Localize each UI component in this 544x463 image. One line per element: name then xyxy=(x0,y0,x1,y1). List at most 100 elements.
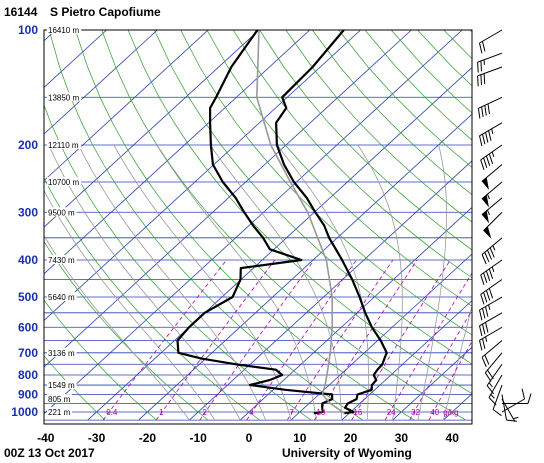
moist-adiabat-line xyxy=(209,144,343,421)
wind-barb xyxy=(483,211,503,239)
pressure-tick-label: 1000 xyxy=(11,405,38,419)
dry-adiabat-line xyxy=(285,30,472,223)
dry-adiabat-line xyxy=(417,30,472,87)
isotherm-line xyxy=(44,30,311,275)
height-label-bg xyxy=(47,177,82,186)
temperature-tick-label: 40 xyxy=(446,431,460,445)
sounding-trace xyxy=(275,30,388,415)
wind-barb xyxy=(477,66,503,87)
wind-barb xyxy=(479,326,503,351)
mixing-ratio-line xyxy=(199,259,315,421)
mixing-ratio-label: 32 xyxy=(411,408,420,417)
plot-frame xyxy=(43,29,473,425)
temperature-tick-label: -10 xyxy=(190,431,208,445)
wind-barb xyxy=(479,296,503,321)
height-label-bg xyxy=(47,347,77,357)
mixing-ratio-line xyxy=(286,259,394,421)
isotherm-line xyxy=(44,30,361,321)
sounding-trace xyxy=(255,30,345,414)
dry-adiabat-line xyxy=(523,30,544,420)
height-label: 9500 m xyxy=(48,208,75,217)
moist-adiabat-line xyxy=(44,234,190,421)
dry-adiabat-line xyxy=(443,30,472,60)
isotherm-line xyxy=(290,253,472,421)
pressure-tick-label: 600 xyxy=(18,320,38,334)
mixing-ratio-label: 24 xyxy=(387,408,396,417)
isotherm-line xyxy=(44,30,57,42)
mixing-ratio-line xyxy=(409,309,472,421)
height-label-bg xyxy=(47,92,82,102)
wind-barb xyxy=(481,340,503,367)
pressure-tick-label: 700 xyxy=(18,346,38,360)
mixing-ratio-line xyxy=(246,259,357,421)
wind-barb xyxy=(501,394,517,422)
isotherm-line xyxy=(87,67,472,421)
dry-adiabat-line xyxy=(259,30,472,251)
height-label-bg xyxy=(47,394,72,404)
height-label: 13850 m xyxy=(48,93,79,102)
wind-barb xyxy=(480,144,503,170)
temperature-tick-label: 10 xyxy=(293,431,307,445)
height-label: 221 m xyxy=(48,408,71,417)
isotherm-line xyxy=(44,30,209,182)
wind-barb xyxy=(501,393,532,404)
height-label: 3136 m xyxy=(48,349,75,358)
pressure-tick-label: 100 xyxy=(18,23,38,37)
temperature-tick-label: -40 xyxy=(37,431,55,445)
height-label: 12110 m xyxy=(48,141,79,150)
moist-adiabat-line xyxy=(276,144,369,421)
moist-adiabat-line xyxy=(443,303,472,421)
sounding-trace xyxy=(176,30,334,415)
moist-adiabat-line xyxy=(113,144,292,421)
wind-barb xyxy=(501,388,525,413)
isotherm-line xyxy=(0,30,5,420)
isotherm-line xyxy=(44,30,158,135)
isotherm-line xyxy=(443,393,472,421)
height-label-bg xyxy=(47,207,77,217)
dry-adiabat-line xyxy=(44,104,312,421)
mixing-ratio-line xyxy=(102,259,227,421)
height-label: 805 m xyxy=(48,395,71,404)
height-label: 5640 m xyxy=(48,293,75,302)
wind-barb xyxy=(479,312,503,337)
wind-barb xyxy=(480,279,503,305)
height-label: 7430 m xyxy=(48,256,75,265)
wind-barb xyxy=(477,52,503,73)
wind-barb xyxy=(481,164,503,190)
isotherm-line xyxy=(44,30,463,415)
dry-adiabat-line xyxy=(338,30,472,168)
mixing-ratio-line xyxy=(384,272,472,421)
moist-adiabat-line xyxy=(357,144,403,421)
dry-adiabat-line xyxy=(206,30,472,307)
station-name: S Pietro Capofiume xyxy=(50,5,161,19)
sounding-traces xyxy=(176,30,388,415)
station-id: 16144 xyxy=(4,5,38,19)
wind-barb xyxy=(484,352,503,382)
isotherm-line xyxy=(239,206,472,421)
mixing-ratio-label: 10 xyxy=(316,408,325,417)
data-source: University of Wyoming xyxy=(282,446,412,460)
moist-adiabat-line xyxy=(44,189,216,421)
isotherm-line xyxy=(494,30,544,420)
isotherm-line xyxy=(189,160,472,421)
mixing-ratio-line xyxy=(155,259,276,421)
wind-barb xyxy=(480,259,503,285)
height-label-bg xyxy=(47,380,77,389)
wind-barb xyxy=(488,374,503,406)
dry-adiabat-line xyxy=(364,30,472,141)
temperature-tick-label: -20 xyxy=(139,431,157,445)
dry-adiabat-line xyxy=(496,30,544,420)
isotherm-line xyxy=(44,30,260,228)
temperature-tick-label: -30 xyxy=(88,431,106,445)
dry-adiabat-line xyxy=(127,30,472,395)
mixing-ratio-label: 7 xyxy=(289,408,294,417)
moist-adiabat-line xyxy=(48,144,241,421)
dry-adiabat-line xyxy=(180,30,472,336)
dry-adiabat-line xyxy=(469,30,472,33)
dry-adiabat-line xyxy=(101,30,466,421)
moist-adiabat-line xyxy=(78,144,266,421)
dry-adiabat-line xyxy=(44,240,209,421)
pressure-tick-label: 300 xyxy=(18,205,38,219)
dry-adiabat-line xyxy=(233,30,472,279)
height-label-bg xyxy=(47,140,82,149)
